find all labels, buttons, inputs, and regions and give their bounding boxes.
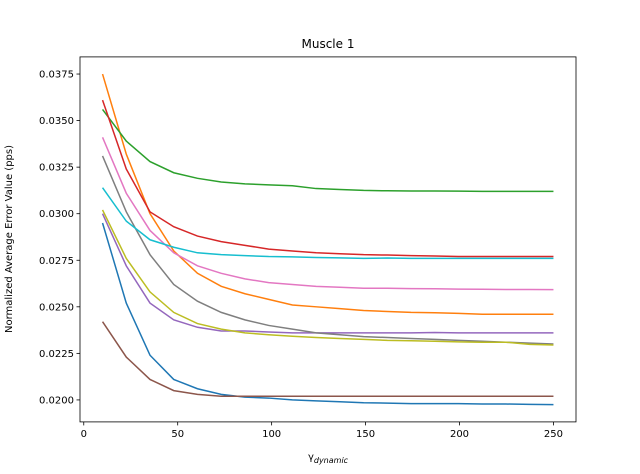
series-line <box>101 137 554 291</box>
x-tick-label: 100 <box>262 429 281 440</box>
series-line <box>101 73 554 316</box>
y-axis-label: Normalized Average Error Value (pps) <box>4 145 15 333</box>
x-label-subscript: dynamic <box>314 456 349 465</box>
y-tick-label: 0.0225 <box>39 349 74 360</box>
x-label-symbol: γ <box>308 452 314 463</box>
x-tick-label: 0 <box>81 429 87 440</box>
series-line <box>101 209 554 346</box>
y-tick-label: 0.0300 <box>39 209 74 220</box>
y-tick-label: 0.0200 <box>39 395 74 406</box>
series-line <box>101 155 554 345</box>
series-line <box>101 321 554 397</box>
x-axis-label: γdynamic <box>308 452 349 465</box>
x-tick-label: 50 <box>171 429 184 440</box>
series-line <box>101 187 554 260</box>
series-line <box>101 222 554 406</box>
plot-frame <box>79 56 577 423</box>
series-line <box>101 108 554 193</box>
x-tick-label: 250 <box>544 429 563 440</box>
chart-title: Muscle 1 <box>302 37 355 51</box>
x-tick-label: 200 <box>450 429 469 440</box>
y-tick-label: 0.0250 <box>39 302 74 313</box>
y-tick-label: 0.0350 <box>39 116 74 127</box>
y-tick-label: 0.0375 <box>39 70 74 81</box>
y-tick-label: 0.0275 <box>39 256 74 267</box>
x-tick-label: 150 <box>356 429 375 440</box>
series-line <box>101 99 554 258</box>
series-line <box>101 213 554 334</box>
y-tick-label: 0.0325 <box>39 163 74 174</box>
